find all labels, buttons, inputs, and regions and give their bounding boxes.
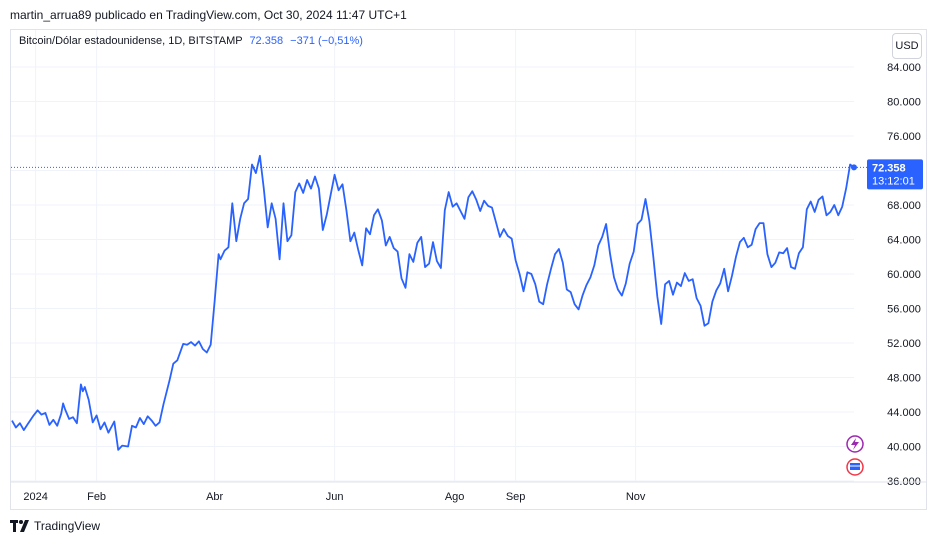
y-tick-label: 40.000 bbox=[887, 442, 921, 454]
footer-brand-name: TradingView bbox=[34, 519, 101, 533]
flag-event-icon[interactable] bbox=[846, 458, 864, 476]
y-tick-label: 76.000 bbox=[887, 131, 921, 143]
currency-button[interactable]: USD bbox=[892, 33, 922, 59]
y-tick-label: 44.000 bbox=[887, 407, 921, 419]
last-value: 72.358 bbox=[249, 35, 284, 47]
price-tag-countdown: 13:12:01 bbox=[872, 175, 915, 187]
change-value: −371 (−0,51%) bbox=[290, 35, 363, 47]
footer-branding: TradingView bbox=[10, 519, 100, 533]
x-tick-label: 2024 bbox=[23, 491, 47, 503]
last-price-dot bbox=[851, 164, 857, 171]
x-tick-label: Jun bbox=[326, 491, 344, 503]
price-chart[interactable]: 36.00040.00044.00048.00052.00056.00060.0… bbox=[11, 30, 926, 509]
y-tick-label: 52.000 bbox=[887, 338, 921, 350]
chart-panel[interactable]: 36.000 40.000 44.000 48.000 52.000 56.000 60.0… bbox=[10, 29, 927, 510]
price-tag-value: 72.358 bbox=[872, 162, 906, 174]
price-tag: 72.358 13:12:01 bbox=[867, 159, 923, 190]
price-series-line bbox=[11, 154, 855, 451]
tradingview-logo-icon bbox=[10, 520, 29, 532]
y-tick-label: 56.000 bbox=[887, 304, 921, 316]
x-tick-label: Nov bbox=[626, 491, 646, 503]
y-tick-label: 60.000 bbox=[887, 269, 921, 281]
x-tick-label: Abr bbox=[206, 491, 223, 503]
y-tick-label: 68.000 bbox=[887, 200, 921, 212]
x-tick-label: Ago bbox=[445, 491, 465, 503]
lightning-event-icon[interactable] bbox=[846, 435, 864, 453]
x-tick-label: Sep bbox=[506, 491, 526, 503]
y-tick-label: 80.000 bbox=[887, 97, 921, 109]
y-tick-label: 84.000 bbox=[887, 62, 921, 74]
x-tick-label: Feb bbox=[87, 491, 106, 503]
symbol-legend: Bitcoin/Dólar estadounidense, 1D, BITSTA… bbox=[19, 35, 363, 47]
y-tick-label: 48.000 bbox=[887, 373, 921, 385]
symbol-title: Bitcoin/Dólar estadounidense, 1D, BITSTA… bbox=[19, 35, 243, 47]
y-tick-label: 64.000 bbox=[887, 235, 921, 247]
publisher-line: martin_arrua89 publicado en TradingView.… bbox=[10, 8, 407, 22]
